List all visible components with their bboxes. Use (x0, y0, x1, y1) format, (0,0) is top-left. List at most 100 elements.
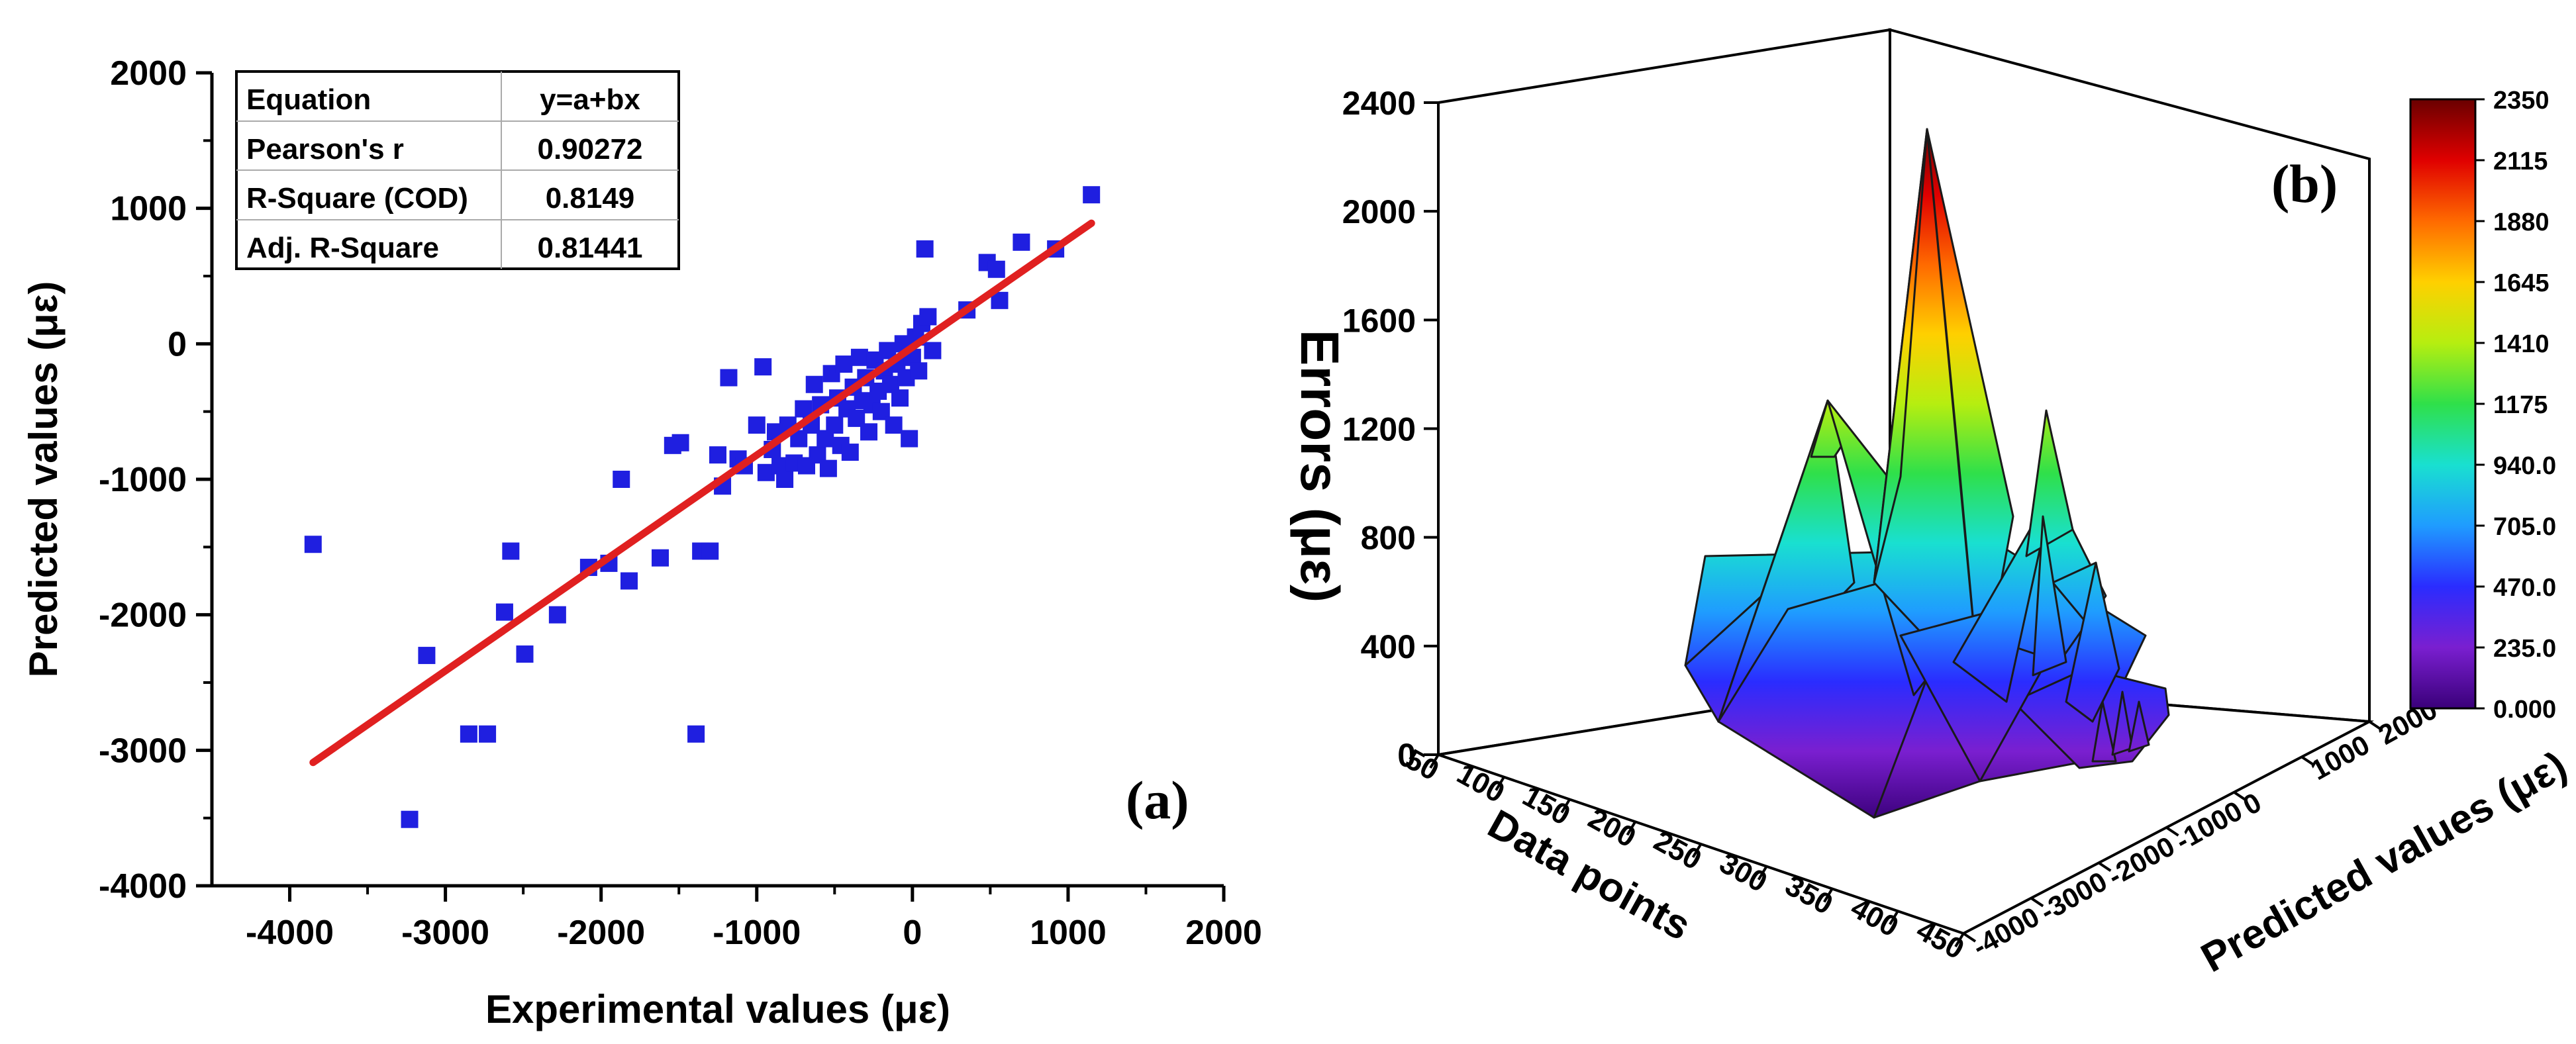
scatter-point (891, 389, 909, 407)
scatter-series (304, 186, 1101, 828)
scatter-point (1083, 186, 1101, 204)
colorbar (2409, 98, 2477, 710)
surface-facet (2025, 409, 2074, 557)
scatter-point (620, 572, 638, 590)
scatter-point (495, 603, 513, 621)
panel-label-a: (a) (1126, 770, 1189, 830)
scatter-point (652, 549, 669, 567)
scatter-point (548, 606, 566, 624)
scatter-point (916, 240, 934, 258)
y-tick-label: 0 (168, 325, 187, 363)
x-tick (1889, 910, 1899, 925)
x-tick-label: 0 (903, 914, 922, 952)
table-row-label: Adj. R-Square (246, 232, 439, 264)
scatter-point (826, 416, 844, 434)
scatter-point (701, 542, 719, 560)
y-tick-label: 2000 (110, 54, 187, 93)
scatter-point (841, 444, 859, 461)
x-tick-label: 2000 (1185, 914, 1262, 952)
z-tick-label: 2400 (1342, 85, 1416, 122)
y-tick-label: -3000 (99, 732, 187, 770)
scatter-point (479, 725, 497, 743)
scatter-point (819, 459, 837, 477)
x-tick (1495, 776, 1505, 791)
x-tick (1691, 843, 1703, 859)
surface-facet (2032, 515, 2067, 677)
surface-facet (2065, 561, 2120, 723)
scatter-point (401, 810, 419, 828)
scatter-point (748, 416, 766, 434)
table-row-label: Equation (246, 83, 371, 116)
scatter-point (901, 430, 918, 448)
scatter-point (671, 434, 689, 451)
surface-facet (1873, 128, 1928, 584)
y-tick (2368, 720, 2383, 731)
scatter-point (835, 356, 853, 373)
surface-facet (2091, 700, 2117, 763)
y-tick (2098, 861, 2112, 872)
x-tick-label: 1000 (1030, 914, 1107, 952)
z-tick-label: 1200 (1342, 411, 1416, 448)
scatter-point (776, 471, 794, 488)
scatter-point (687, 725, 705, 743)
colorbar-tick-label: 470.0 (2493, 574, 2556, 602)
x-tick (1757, 865, 1768, 880)
colorbar-tick-label: 1880 (2493, 209, 2550, 236)
surface-facet (1926, 128, 1981, 696)
y-tick (2030, 897, 2044, 908)
table-row-value: 0.8149 (546, 182, 635, 214)
z-tick-label: 2000 (1342, 193, 1416, 230)
z-tick-label: 400 (1361, 628, 1416, 665)
scatter-point (910, 362, 928, 380)
table-row-label: Pearson's r (246, 133, 404, 166)
stats-table: Equation y=a+bx Pearson's r 0.90272 R-Sq… (235, 70, 680, 270)
scatter-point (850, 348, 868, 366)
colorbar-tick-label: 940.0 (2493, 452, 2556, 480)
x-tick (1823, 888, 1834, 903)
x-tick (1626, 821, 1637, 836)
x-tick (1429, 753, 1440, 769)
scatter-point (720, 369, 738, 387)
z-tick-label: 800 (1361, 520, 1416, 557)
y-tick-label: 1000 (110, 190, 187, 228)
colorbar-tick-label: 0.000 (2493, 696, 2556, 724)
x-tick-label: -3000 (401, 914, 489, 952)
scatter-point (709, 446, 726, 464)
z-axis-label: Errors (με) (1289, 330, 1350, 603)
tick-group (1424, 101, 2383, 948)
y-tick (2301, 755, 2314, 766)
x-tick (1954, 932, 1965, 948)
colorbar-tick-label: 705.0 (2493, 513, 2556, 541)
y-tick (2165, 826, 2179, 837)
z-tick-label: 1600 (1342, 302, 1416, 339)
error-surface (1684, 128, 2170, 819)
scatter-point (805, 375, 823, 393)
colorbar-tick-label: 2115 (2493, 148, 2548, 175)
panel-label-b: (b) (2271, 154, 2338, 214)
scatter-point (304, 536, 322, 553)
scatter-point (418, 647, 436, 665)
x-tick-label: -2000 (557, 914, 645, 952)
tick-label-group: -4000 -3000 -2000 -1000 0 1000 2000 -4000 -3000 -… (99, 54, 1262, 952)
x-tick-label: -1000 (713, 914, 801, 952)
scatter-point (1013, 233, 1030, 251)
table-row-value: 0.81441 (537, 232, 642, 264)
surface-facet (2111, 690, 2134, 756)
x-axis-label: Experimental values (με) (485, 987, 950, 1031)
fit-line (309, 219, 1095, 767)
scatter-point (885, 416, 903, 434)
z-tick-label: 0 (1397, 737, 1416, 774)
table-row-value: 0.90272 (537, 133, 642, 166)
y-tick (1962, 932, 1977, 943)
colorbar-tick-label: 1410 (2493, 330, 2550, 358)
y-tick-label: -2000 (99, 596, 187, 635)
x-tick-label: -4000 (246, 914, 334, 952)
scatter-point (502, 542, 520, 560)
scatter-point (987, 260, 1005, 278)
scatter-point (754, 358, 772, 376)
colorbar-tick-label: 1175 (2493, 391, 2548, 419)
colorbar-tick-label: 235.0 (2493, 635, 2556, 663)
y-tick-label: -1000 (99, 461, 187, 499)
